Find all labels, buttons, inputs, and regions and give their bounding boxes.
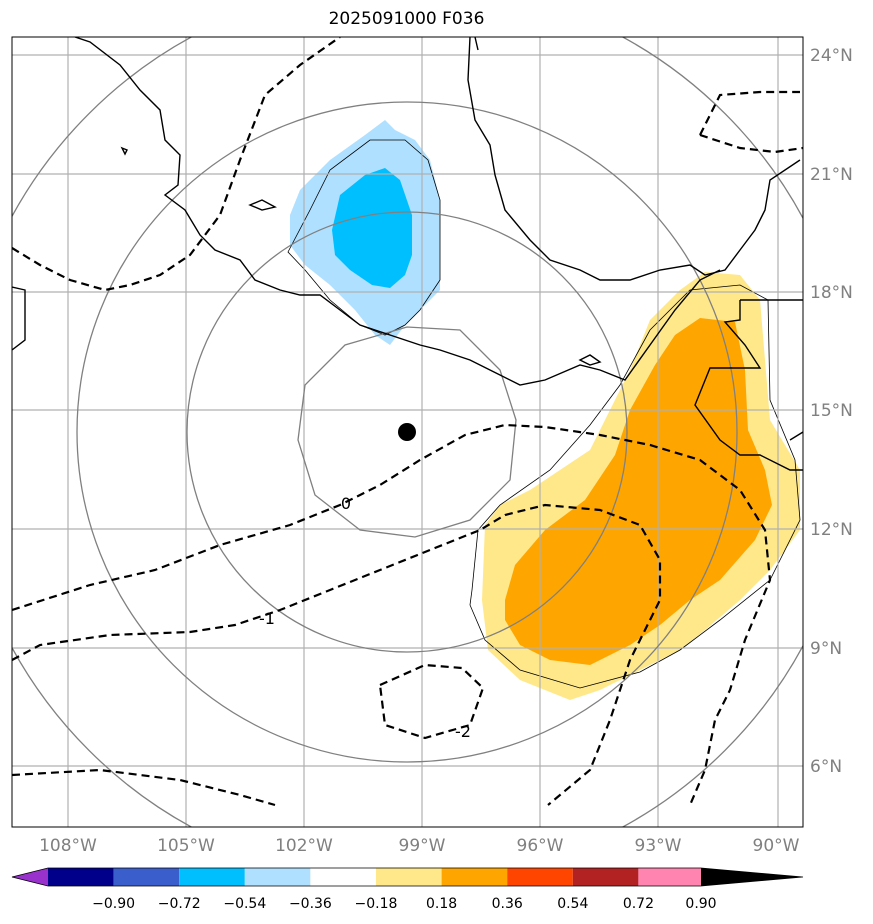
lon-label: 108°W (39, 836, 97, 856)
colorbar-tick-label: −0.36 (289, 896, 332, 912)
latitude-labels: 24°N 21°N 18°N 15°N 12°N 9°N 6°N (810, 46, 853, 777)
colorbar-segment (310, 868, 376, 886)
anomaly-outline (287, 139, 441, 336)
colorbar-segment (113, 868, 180, 886)
range-rings (12, 37, 803, 827)
colorbar-extend-left (12, 868, 48, 886)
contour-label-minus-one: -1 (259, 609, 275, 628)
lat-label: 21°N (810, 165, 853, 185)
longitude-labels: 108°W 105°W 102°W 99°W 96°W 93°W 90°W (39, 836, 800, 856)
colorbar-extend-right (701, 868, 803, 886)
dashed-contours (12, 37, 803, 807)
colorbar-segment (441, 868, 508, 886)
lat-label: 9°N (810, 639, 842, 659)
lat-label: 12°N (810, 520, 853, 540)
colorbar-segment (179, 868, 245, 886)
lon-label: 102°W (275, 836, 333, 856)
anomaly-outline-east (469, 284, 801, 689)
graticule (12, 37, 803, 827)
colorbar-tick-label: −0.18 (355, 896, 398, 912)
lat-label: 24°N (810, 46, 853, 66)
colorbar-segment (638, 868, 701, 886)
colorbar-border (11, 867, 804, 887)
storm-center-marker (398, 423, 416, 441)
colorbar-tick-label: 0.72 (623, 896, 654, 912)
colorbar-segment (48, 868, 114, 886)
lon-label: 99°W (399, 836, 446, 856)
colorbar-tick-label: 0.90 (685, 896, 716, 912)
coastlines (12, 37, 803, 471)
colorbar-tick-label: −0.90 (92, 896, 135, 912)
colorbar-tick-label: −0.54 (223, 896, 266, 912)
lon-label: 96°W (517, 836, 564, 856)
lon-label: 93°W (635, 836, 682, 856)
lat-label: 15°N (810, 401, 853, 421)
colorbar-tick-label: 0.54 (557, 896, 588, 912)
contour-label-zero: 0 (341, 494, 351, 513)
colorbar-tick-label: 0.18 (426, 896, 457, 912)
lon-label: 105°W (157, 836, 215, 856)
contour-label-minus-two: -2 (455, 722, 471, 741)
map-title: 2025091000 F036 (328, 9, 485, 29)
colorbar-tick-label: 0.36 (492, 896, 523, 912)
colorbar-segment (376, 868, 442, 886)
negative-anomaly-dark-fill (332, 168, 412, 288)
colorbar-segment (244, 868, 311, 886)
lat-label: 6°N (810, 757, 842, 777)
colorbar: −0.90 −0.72 −0.54 −0.36 −0.18 0.18 0.36 … (11, 867, 804, 912)
colorbar-tick-label: −0.72 (158, 896, 201, 912)
lat-label: 18°N (810, 283, 853, 303)
colorbar-segment (507, 868, 573, 886)
colorbar-segment (572, 868, 639, 886)
lon-label: 90°W (753, 836, 800, 856)
map-frame (11, 36, 804, 828)
